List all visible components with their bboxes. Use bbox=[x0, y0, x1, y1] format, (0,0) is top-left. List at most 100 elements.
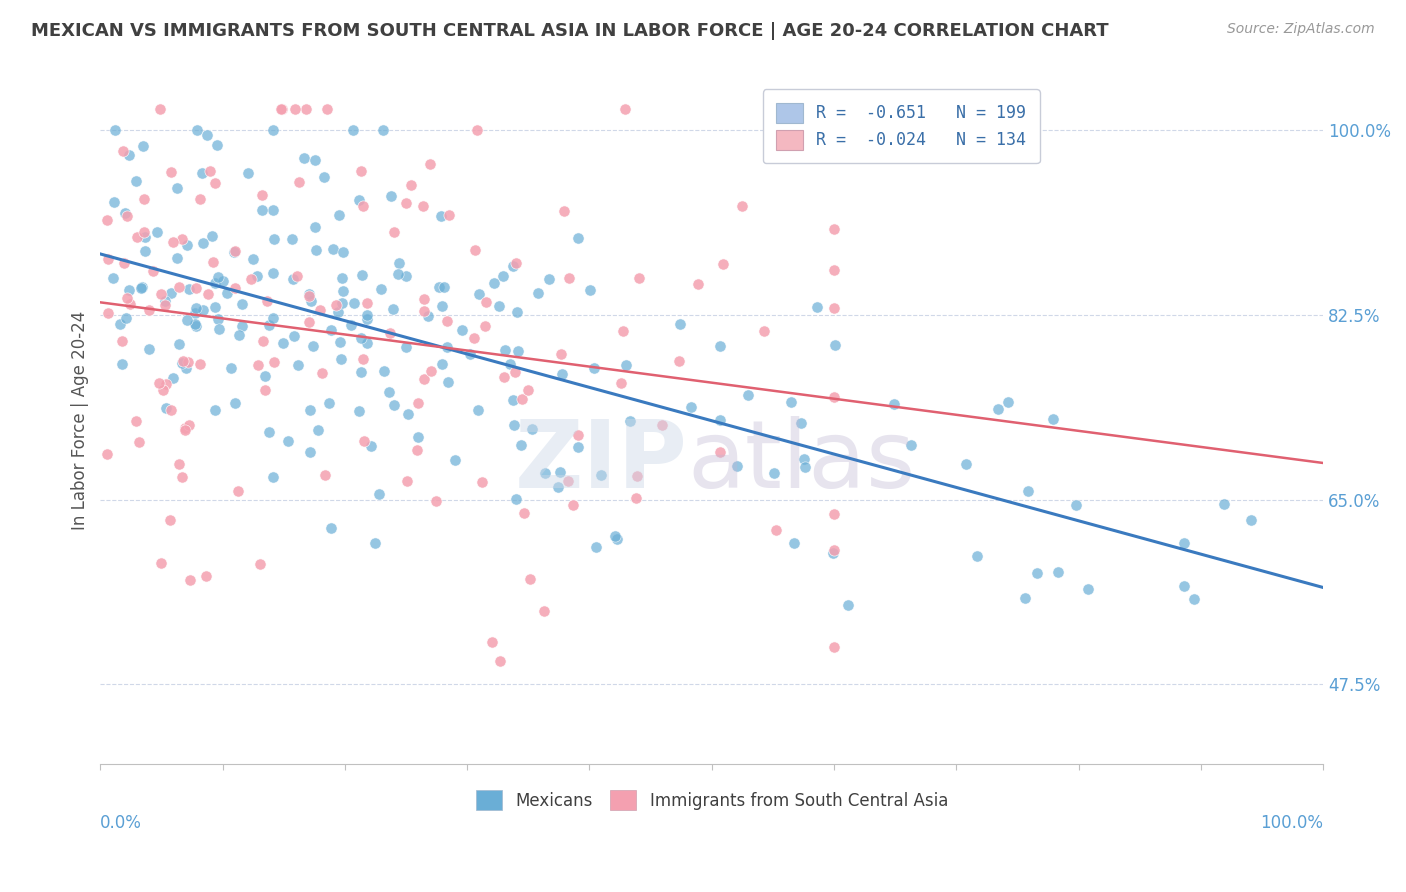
Point bbox=[709, 445, 731, 459]
Point bbox=[314, 467, 336, 482]
Point bbox=[505, 492, 527, 507]
Point bbox=[330, 296, 353, 310]
Point bbox=[502, 259, 524, 273]
Point bbox=[312, 170, 335, 185]
Point bbox=[212, 275, 235, 289]
Point bbox=[350, 268, 373, 283]
Point bbox=[1025, 566, 1047, 581]
Point bbox=[370, 282, 392, 296]
Text: atlas: atlas bbox=[688, 416, 915, 508]
Point bbox=[382, 398, 405, 412]
Point bbox=[129, 281, 152, 295]
Point bbox=[271, 336, 294, 351]
Point bbox=[302, 339, 325, 353]
Point bbox=[257, 425, 280, 439]
Point bbox=[1182, 591, 1205, 606]
Point bbox=[97, 306, 120, 320]
Point bbox=[557, 474, 579, 488]
Point bbox=[350, 365, 373, 379]
Point bbox=[207, 312, 229, 326]
Point bbox=[360, 439, 382, 453]
Point bbox=[1212, 497, 1234, 511]
Point bbox=[304, 153, 326, 167]
Point bbox=[226, 484, 249, 499]
Point bbox=[155, 401, 177, 415]
Point bbox=[1173, 579, 1195, 593]
Point bbox=[167, 280, 190, 294]
Point bbox=[167, 457, 190, 471]
Point bbox=[499, 357, 522, 371]
Point bbox=[382, 301, 405, 316]
Point bbox=[219, 360, 242, 375]
Point bbox=[155, 377, 177, 392]
Point bbox=[201, 255, 224, 269]
Point bbox=[356, 335, 378, 350]
Point bbox=[138, 342, 160, 356]
Point bbox=[503, 365, 526, 379]
Point bbox=[252, 334, 274, 348]
Point bbox=[128, 435, 150, 450]
Point bbox=[166, 180, 188, 194]
Point bbox=[378, 384, 401, 399]
Point bbox=[284, 102, 307, 116]
Point bbox=[176, 313, 198, 327]
Point bbox=[159, 165, 181, 179]
Point bbox=[150, 556, 173, 570]
Point bbox=[349, 404, 371, 418]
Point bbox=[188, 193, 211, 207]
Point bbox=[763, 467, 786, 481]
Point bbox=[176, 237, 198, 252]
Point bbox=[686, 277, 709, 291]
Point bbox=[709, 413, 731, 427]
Point bbox=[737, 388, 759, 402]
Point bbox=[373, 123, 395, 137]
Point bbox=[399, 178, 422, 192]
Point bbox=[567, 427, 589, 442]
Point bbox=[153, 294, 176, 309]
Point bbox=[315, 102, 337, 116]
Point bbox=[823, 390, 845, 404]
Point bbox=[186, 301, 208, 315]
Point bbox=[489, 654, 512, 668]
Point bbox=[474, 294, 496, 309]
Point bbox=[585, 540, 607, 554]
Point bbox=[368, 487, 391, 501]
Point bbox=[437, 375, 460, 389]
Point bbox=[224, 396, 246, 410]
Point bbox=[138, 303, 160, 318]
Point bbox=[173, 420, 195, 434]
Point bbox=[238, 166, 260, 180]
Point bbox=[111, 144, 134, 158]
Point bbox=[304, 219, 326, 234]
Legend: Mexicans, Immigrants from South Central Asia: Mexicans, Immigrants from South Central … bbox=[468, 783, 955, 817]
Point bbox=[240, 271, 263, 285]
Point bbox=[526, 286, 548, 301]
Point bbox=[111, 334, 134, 349]
Point bbox=[955, 457, 977, 471]
Text: ZIP: ZIP bbox=[515, 416, 688, 508]
Point bbox=[118, 148, 141, 162]
Point bbox=[332, 285, 354, 299]
Point bbox=[437, 208, 460, 222]
Point bbox=[413, 292, 436, 306]
Point bbox=[127, 230, 149, 244]
Point bbox=[150, 286, 173, 301]
Point bbox=[197, 287, 219, 301]
Point bbox=[159, 513, 181, 527]
Point bbox=[900, 437, 922, 451]
Point bbox=[321, 323, 343, 337]
Point bbox=[311, 366, 333, 380]
Point bbox=[395, 340, 418, 354]
Point bbox=[134, 229, 156, 244]
Point bbox=[172, 232, 194, 246]
Point bbox=[350, 330, 373, 344]
Point bbox=[297, 315, 319, 329]
Point bbox=[966, 549, 988, 563]
Point bbox=[263, 231, 285, 245]
Point bbox=[413, 372, 436, 386]
Point bbox=[224, 244, 246, 258]
Point bbox=[353, 434, 375, 449]
Point bbox=[285, 268, 308, 283]
Point bbox=[162, 370, 184, 384]
Point bbox=[307, 423, 329, 437]
